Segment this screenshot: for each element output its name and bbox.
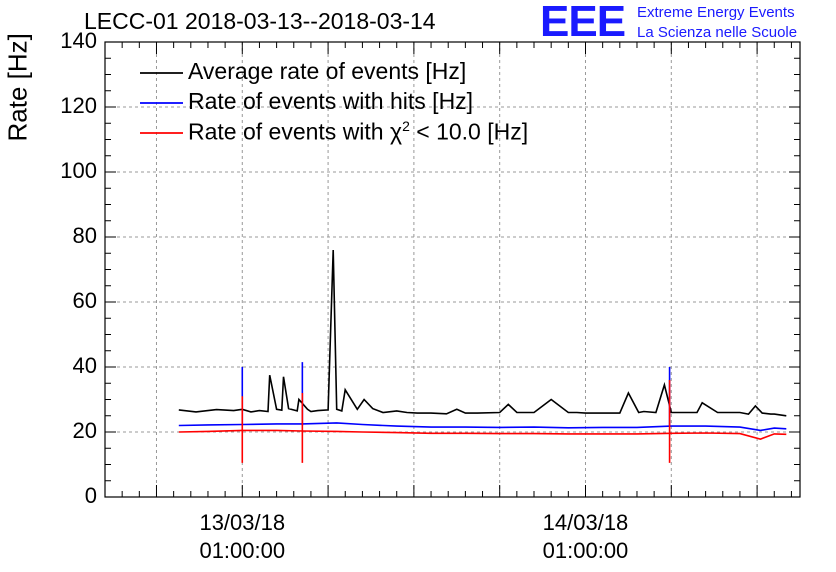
series-line-0 (178, 249, 787, 417)
chart-title: LECC-01 2018-03-13--2018-03-14 (84, 8, 436, 34)
y-tick-label: 40 (72, 353, 97, 378)
y-tick-label: 140 (60, 28, 97, 53)
legend-label-2: Rate of events with χ2 < 10.0 [Hz] (188, 118, 529, 145)
eee-logo: EEE (540, 0, 626, 46)
x-tick-time: 01:00:00 (199, 538, 286, 563)
x-tick-label: 14/03/18 01:00:00 (525, 509, 645, 565)
x-tick-time: 01:00:00 (542, 538, 629, 563)
series-line-1 (178, 422, 787, 432)
legend-label-0: Average rate of events [Hz] (188, 58, 467, 84)
logo-line-1: Extreme Energy Events (637, 4, 795, 21)
y-tick-label: 120 (60, 93, 97, 118)
logo-line-2: La Scienza nelle Scuole (637, 24, 798, 41)
y-tick-label: 60 (72, 288, 97, 313)
y-tick-label: 100 (60, 158, 97, 183)
x-tick-label: 13/03/18 01:00:00 (182, 509, 302, 565)
x-tick-date: 13/03/18 (199, 510, 286, 535)
y-tick-label: 0 (84, 483, 97, 508)
y-tick-label: 80 (72, 223, 97, 248)
x-tick-date: 14/03/18 (542, 510, 629, 535)
y-tick-label: 20 (72, 418, 97, 443)
series-line-2 (178, 429, 787, 440)
legend-label-1: Rate of events with hits [Hz] (188, 88, 474, 114)
